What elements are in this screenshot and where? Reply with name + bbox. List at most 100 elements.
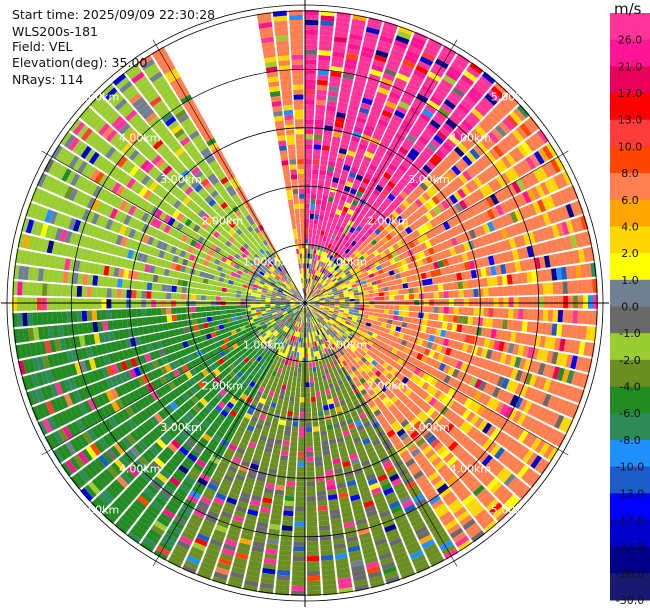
range-gate bbox=[350, 246, 357, 253]
range-gate bbox=[413, 220, 421, 229]
range-gate bbox=[332, 289, 338, 293]
range-gate bbox=[426, 278, 433, 285]
range-gate bbox=[543, 444, 555, 459]
range-gate bbox=[337, 183, 345, 190]
range-gate bbox=[411, 161, 422, 171]
range-gate bbox=[136, 317, 143, 327]
range-gate bbox=[151, 299, 157, 308]
range-gate bbox=[482, 359, 490, 370]
range-gate bbox=[462, 170, 473, 182]
range-gate bbox=[413, 420, 423, 430]
range-gate bbox=[503, 297, 509, 307]
range-gate bbox=[420, 242, 428, 251]
range-gate bbox=[344, 123, 354, 131]
range-gate bbox=[334, 335, 340, 341]
range-gate bbox=[323, 275, 328, 281]
range-gate bbox=[441, 275, 448, 283]
range-gate bbox=[421, 257, 428, 265]
range-gate bbox=[526, 452, 538, 466]
range-gate bbox=[372, 284, 378, 290]
range-gate bbox=[449, 247, 457, 256]
range-gate bbox=[126, 299, 132, 308]
range-gate bbox=[485, 196, 495, 208]
range-gate bbox=[349, 323, 355, 328]
range-gate bbox=[490, 265, 497, 276]
range-gate bbox=[310, 203, 316, 210]
range-gate bbox=[365, 265, 372, 272]
range-gate bbox=[381, 221, 389, 229]
range-gate bbox=[293, 551, 305, 557]
range-gate bbox=[290, 436, 298, 442]
range-gate bbox=[349, 140, 359, 148]
range-gate bbox=[496, 142, 508, 155]
range-gate bbox=[353, 276, 360, 281]
range-gate bbox=[521, 159, 532, 173]
range-gate bbox=[351, 183, 360, 191]
range-gate bbox=[367, 330, 374, 337]
range-gate bbox=[296, 486, 305, 492]
range-gate bbox=[317, 410, 324, 417]
range-gate bbox=[294, 361, 299, 368]
range-gate bbox=[354, 267, 361, 273]
range-gate bbox=[580, 264, 587, 278]
range-gate bbox=[579, 215, 589, 231]
range-gate bbox=[480, 246, 488, 257]
range-gate bbox=[453, 298, 459, 307]
range-gate bbox=[392, 218, 401, 227]
range-gate bbox=[503, 286, 509, 296]
range-gate bbox=[349, 267, 355, 273]
range-gate bbox=[305, 44, 318, 50]
range-gate bbox=[483, 297, 489, 307]
range-gate bbox=[583, 341, 591, 356]
range-gate bbox=[383, 154, 393, 163]
range-gate bbox=[323, 294, 329, 297]
range-gate bbox=[464, 115, 477, 128]
range-gate bbox=[306, 446, 314, 452]
range-gate bbox=[488, 339, 496, 350]
range-gate bbox=[401, 142, 412, 152]
range-gate bbox=[363, 92, 375, 101]
range-gate bbox=[317, 255, 321, 261]
range-gate bbox=[306, 293, 310, 299]
range-gate bbox=[577, 280, 583, 294]
range-gate bbox=[435, 252, 443, 261]
range-gate bbox=[487, 318, 494, 328]
range-gate bbox=[362, 252, 369, 259]
range-gate bbox=[446, 94, 459, 106]
range-gate bbox=[320, 154, 329, 161]
range-gate bbox=[587, 279, 593, 293]
range-gate bbox=[497, 253, 505, 264]
range-gate bbox=[326, 221, 332, 228]
range-gate bbox=[316, 401, 323, 407]
range-gate bbox=[353, 312, 359, 316]
range-gate bbox=[330, 71, 342, 78]
range-gate bbox=[467, 279, 474, 289]
range-gate bbox=[498, 286, 504, 297]
range-gate bbox=[575, 217, 584, 232]
range-gate bbox=[341, 169, 350, 176]
range-gate bbox=[443, 374, 452, 384]
range-gate bbox=[334, 167, 342, 174]
range-gate bbox=[403, 311, 409, 317]
range-gate bbox=[465, 457, 477, 470]
range-gate bbox=[364, 294, 370, 298]
range-gate bbox=[519, 384, 529, 398]
range-gate bbox=[543, 255, 551, 268]
range-gate bbox=[377, 180, 387, 189]
range-gate bbox=[463, 423, 474, 435]
range-gate bbox=[392, 82, 406, 92]
range-gate bbox=[278, 555, 291, 561]
range-gate bbox=[313, 269, 316, 275]
range-gate bbox=[490, 399, 500, 411]
range-gate bbox=[570, 355, 578, 370]
range-gate bbox=[331, 61, 344, 68]
range-gate bbox=[81, 310, 88, 322]
range-gate bbox=[468, 112, 481, 124]
range-gate bbox=[401, 119, 413, 129]
range-gate bbox=[511, 273, 518, 285]
range-gate bbox=[327, 273, 333, 278]
range-gate bbox=[347, 316, 353, 321]
range-gate bbox=[444, 437, 455, 448]
range-gate bbox=[327, 90, 339, 97]
range-gate bbox=[377, 239, 385, 247]
